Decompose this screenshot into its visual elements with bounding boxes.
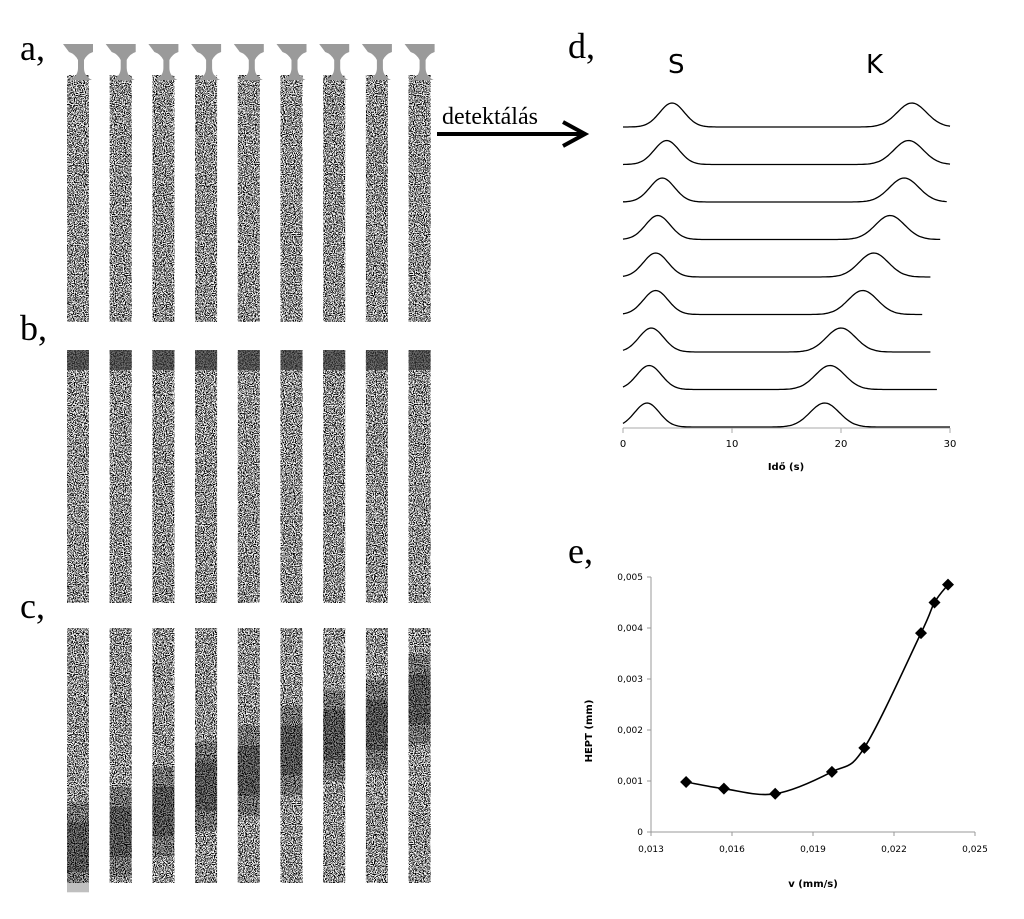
strip: [408, 75, 431, 322]
strip: [152, 75, 175, 322]
chromatogram-trace: [623, 102, 951, 128]
strip: [280, 75, 303, 322]
d-x-axis-label: Idő (s): [768, 461, 804, 473]
strip: [323, 75, 346, 322]
strip-cap: [319, 44, 350, 80]
strip-cap: [148, 44, 179, 80]
strip: [195, 350, 218, 603]
strip-cap: [233, 44, 264, 80]
strip: [152, 628, 175, 883]
strip-cap: [63, 44, 93, 80]
chromatogram-trace: [622, 252, 931, 278]
e-x-tick-label: 0,025: [962, 845, 988, 855]
strip: [408, 628, 431, 883]
strip: [67, 350, 89, 603]
chromatogram-trace: [622, 289, 923, 316]
e-x-axis-label: v (mm/s): [788, 879, 838, 890]
e-x-tick-label: 0,022: [881, 845, 907, 855]
e-x-tick-label: 0,013: [638, 845, 664, 855]
data-point: [928, 596, 941, 609]
d-tick-label: 30: [944, 439, 957, 450]
strip: [109, 75, 132, 322]
e-y-tick-label: 0,002: [617, 726, 643, 736]
peak-label-s: S: [668, 50, 685, 80]
strip-cap: [191, 44, 222, 80]
panel-label-b: b,: [20, 308, 47, 348]
strip: [67, 628, 89, 893]
strip: [365, 350, 388, 603]
strip: [280, 628, 303, 883]
chromatogram-trace: [622, 364, 937, 391]
panel-label-d: d,: [568, 26, 595, 66]
e-y-tick-label: 0,004: [617, 624, 643, 634]
panel-label-c: c,: [20, 586, 45, 626]
strip: [195, 628, 218, 883]
d-tick-label: 20: [835, 439, 848, 450]
chromatogram-chart: 0 10 20 30 Idő (s): [620, 102, 957, 473]
chromatogram-trace: [622, 214, 941, 241]
detection-arrow-label: detektálás: [442, 104, 538, 130]
hept-curve: [685, 584, 949, 796]
e-x-tick-label: 0,016: [719, 845, 745, 855]
chromatogram-trace: [622, 402, 950, 428]
data-point: [825, 765, 838, 778]
chromatogram-trace: [623, 177, 947, 203]
panel-label-a: a,: [20, 28, 45, 68]
panel-label-e: e,: [568, 531, 593, 571]
strip: [365, 628, 388, 883]
detection-arrow: [437, 120, 590, 148]
data-point: [680, 776, 693, 789]
strip-cap: [361, 44, 392, 80]
d-tick-label: 0: [620, 439, 626, 450]
hept-chart: 0 0,001 0,002 0,003 0,004 0,005 0,013 0,016 0,01…: [584, 573, 988, 890]
data-point: [915, 627, 927, 640]
chromatogram-trace: [622, 327, 931, 353]
e-x-tick-label: 0,019: [800, 845, 826, 855]
e-y-tick-label: 0,005: [617, 573, 643, 583]
strip: [195, 75, 218, 322]
strip: [152, 350, 175, 603]
data-point: [717, 782, 730, 795]
chromatogram-trace: [622, 139, 951, 166]
data-point: [769, 787, 782, 800]
strip: [323, 350, 346, 603]
strip: [408, 350, 431, 603]
strip-photographs: [63, 44, 435, 893]
strip: [109, 350, 132, 603]
strip: [109, 628, 132, 883]
strip: [365, 75, 388, 322]
e-y-tick-label: 0,003: [617, 675, 643, 685]
data-point: [858, 741, 871, 754]
strip-cap: [404, 44, 435, 80]
e-y-tick-label: 0,001: [617, 777, 643, 787]
strip: [237, 350, 260, 603]
e-y-tick-label: 0: [637, 828, 643, 838]
strip: [280, 350, 303, 603]
strip: [323, 628, 346, 883]
strip: [67, 75, 89, 322]
e-y-axis-label: HEPT (mm): [584, 700, 595, 763]
data-point: [942, 578, 954, 591]
strip: [237, 628, 260, 883]
peak-label-k: K: [866, 50, 884, 80]
strip-cap: [276, 44, 307, 80]
strip: [237, 75, 260, 322]
d-tick-label: 10: [726, 439, 739, 450]
strip-cap: [105, 44, 136, 80]
